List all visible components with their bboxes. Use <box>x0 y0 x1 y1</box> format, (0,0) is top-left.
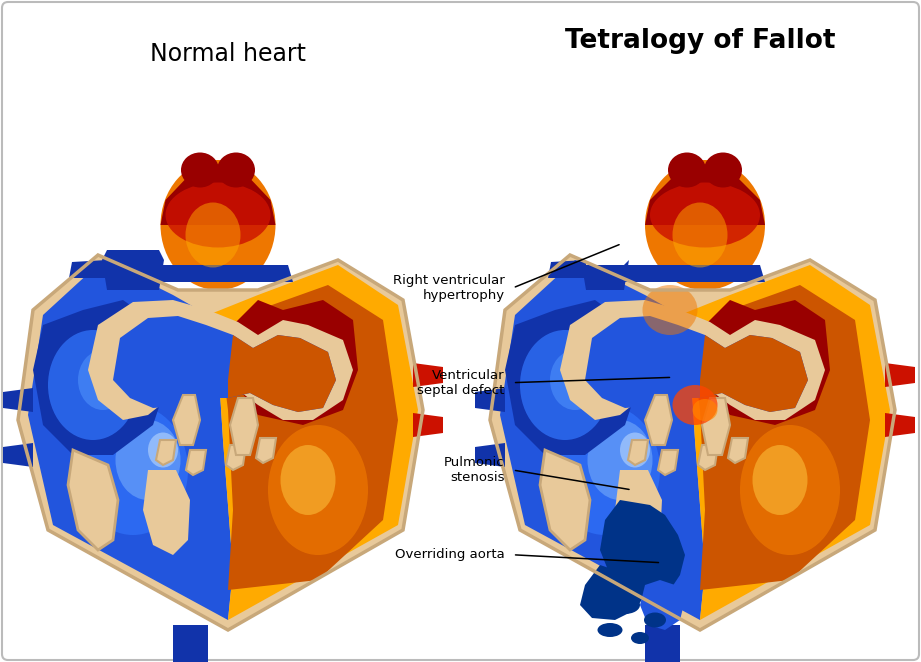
Polygon shape <box>243 335 338 415</box>
Polygon shape <box>490 255 895 630</box>
Text: Ventricular
septal defect: Ventricular septal defect <box>417 369 505 397</box>
Text: Pulmonic
stenosis: Pulmonic stenosis <box>444 456 505 484</box>
Polygon shape <box>728 438 748 463</box>
Polygon shape <box>88 300 353 420</box>
Ellipse shape <box>650 183 760 248</box>
Polygon shape <box>3 443 33 467</box>
Polygon shape <box>640 580 685 630</box>
Polygon shape <box>645 625 680 662</box>
Polygon shape <box>475 388 505 412</box>
Ellipse shape <box>620 432 650 467</box>
Ellipse shape <box>672 385 717 425</box>
Polygon shape <box>18 255 423 630</box>
Ellipse shape <box>588 420 652 500</box>
Polygon shape <box>68 450 118 550</box>
Text: Overriding aorta: Overriding aorta <box>395 548 505 561</box>
Polygon shape <box>702 398 730 455</box>
Polygon shape <box>560 300 825 420</box>
Ellipse shape <box>672 203 728 267</box>
Ellipse shape <box>550 350 600 410</box>
Ellipse shape <box>668 152 706 187</box>
Polygon shape <box>3 388 33 412</box>
Ellipse shape <box>631 632 649 644</box>
Ellipse shape <box>520 330 610 440</box>
Polygon shape <box>705 300 830 425</box>
Ellipse shape <box>160 160 275 290</box>
Polygon shape <box>413 413 443 437</box>
Polygon shape <box>256 438 276 463</box>
Polygon shape <box>113 316 336 412</box>
Polygon shape <box>548 260 586 278</box>
Polygon shape <box>624 265 765 282</box>
Ellipse shape <box>693 399 717 421</box>
Polygon shape <box>143 470 190 555</box>
Ellipse shape <box>166 183 271 248</box>
Polygon shape <box>698 445 718 470</box>
Polygon shape <box>173 395 200 445</box>
Polygon shape <box>885 363 915 387</box>
Ellipse shape <box>598 623 623 637</box>
Polygon shape <box>102 250 164 290</box>
Ellipse shape <box>643 285 697 335</box>
Polygon shape <box>680 265 890 620</box>
Polygon shape <box>580 565 645 620</box>
Ellipse shape <box>78 405 188 535</box>
Ellipse shape <box>740 425 840 555</box>
Ellipse shape <box>268 425 368 555</box>
Polygon shape <box>615 470 662 555</box>
Polygon shape <box>540 450 590 550</box>
Polygon shape <box>500 260 705 620</box>
Polygon shape <box>645 395 672 445</box>
Polygon shape <box>700 335 808 412</box>
Polygon shape <box>186 450 206 475</box>
Polygon shape <box>581 260 629 290</box>
Ellipse shape <box>115 420 181 500</box>
Polygon shape <box>715 335 810 415</box>
Ellipse shape <box>181 152 219 187</box>
Polygon shape <box>208 265 418 620</box>
Polygon shape <box>505 300 640 455</box>
Polygon shape <box>173 625 208 662</box>
Polygon shape <box>159 265 293 282</box>
Polygon shape <box>885 413 915 437</box>
Polygon shape <box>475 443 505 467</box>
Ellipse shape <box>704 152 742 187</box>
Ellipse shape <box>645 160 765 290</box>
Polygon shape <box>228 335 336 412</box>
Text: Right ventricular
hypertrophy: Right ventricular hypertrophy <box>393 274 505 302</box>
Text: Normal heart: Normal heart <box>150 42 306 66</box>
Polygon shape <box>413 363 443 387</box>
Polygon shape <box>28 260 233 620</box>
Polygon shape <box>645 165 765 225</box>
Polygon shape <box>69 260 107 278</box>
Polygon shape <box>160 165 275 225</box>
Polygon shape <box>695 285 870 590</box>
Polygon shape <box>223 285 398 590</box>
Polygon shape <box>33 300 168 455</box>
Ellipse shape <box>610 596 640 614</box>
Ellipse shape <box>644 612 666 628</box>
Polygon shape <box>230 398 258 455</box>
Polygon shape <box>600 500 685 595</box>
Ellipse shape <box>148 432 178 467</box>
Polygon shape <box>628 440 648 465</box>
Polygon shape <box>658 450 678 475</box>
Ellipse shape <box>550 405 660 535</box>
Polygon shape <box>585 316 808 412</box>
Ellipse shape <box>185 203 240 267</box>
Ellipse shape <box>78 350 128 410</box>
Ellipse shape <box>281 445 335 515</box>
Ellipse shape <box>752 445 808 515</box>
Ellipse shape <box>217 152 255 187</box>
Polygon shape <box>226 445 246 470</box>
Ellipse shape <box>48 330 138 440</box>
Text: Tetralogy of Fallot: Tetralogy of Fallot <box>565 28 835 54</box>
Polygon shape <box>233 300 358 425</box>
Polygon shape <box>156 440 176 465</box>
